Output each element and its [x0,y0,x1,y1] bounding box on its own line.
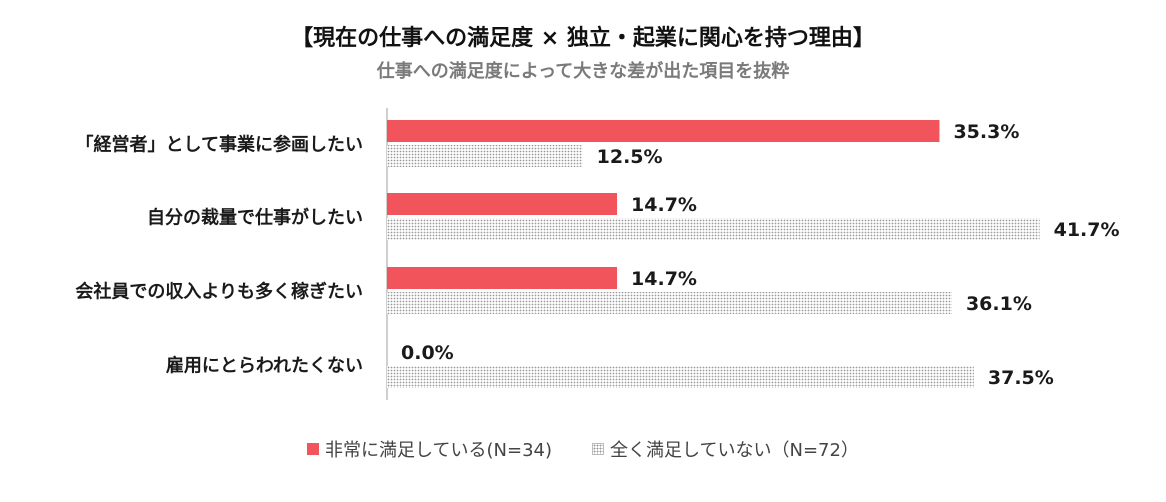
category-label: 雇用にとらわれたくない [166,355,363,377]
category-label: 会社員での収入よりも多く稼ぎたい [75,281,363,303]
data-label: 12.5% [597,146,663,168]
data-label: 41.7% [1054,219,1120,241]
data-label: 14.7% [631,268,697,290]
bar-very-satisfied [387,120,940,142]
chart-subtitle: 仕事への満足度によって大きな差が出た項目を抜粋 [376,61,790,82]
data-label: 14.7% [631,194,697,216]
chart-title: 【現在の仕事への満足度 × 独立・起業に関心を持つ理由】 [291,26,875,51]
legend-label-very-satisfied: 非常に満足している(N=34) [325,440,553,461]
legend-item-very-satisfied: 非常に満足している(N=34) [307,436,552,462]
bar-very-satisfied [387,267,618,289]
bar-not-satisfied [387,145,583,167]
data-label: 36.1% [966,293,1032,315]
legend-swatch-dotted [592,443,605,455]
bar-not-satisfied [387,366,974,388]
legend-label-not-satisfied: 全く満足していない（N=72） [610,440,859,461]
data-label: 35.3% [953,121,1019,143]
data-label: 37.5% [988,367,1054,389]
bar-very-satisfied [387,193,618,215]
chart-legend: 非常に満足している(N=34) 全く満足していない（N=72） [0,436,1166,462]
data-label: 0.0% [401,342,454,364]
category-label: 「経営者」として事業に参画したい [76,134,363,156]
legend-swatch-red [307,443,320,455]
bar-not-satisfied [387,292,952,314]
bar-not-satisfied [387,218,1040,240]
bar-chart: 「経営者」として事業に参画したい 35.3% 12.5% 自分の裁量で仕事がしたい 14… [75,108,1120,400]
legend-item-not-satisfied: 全く満足していない（N=72） [592,436,859,462]
category-label: 自分の裁量で仕事がしたい [147,207,363,229]
